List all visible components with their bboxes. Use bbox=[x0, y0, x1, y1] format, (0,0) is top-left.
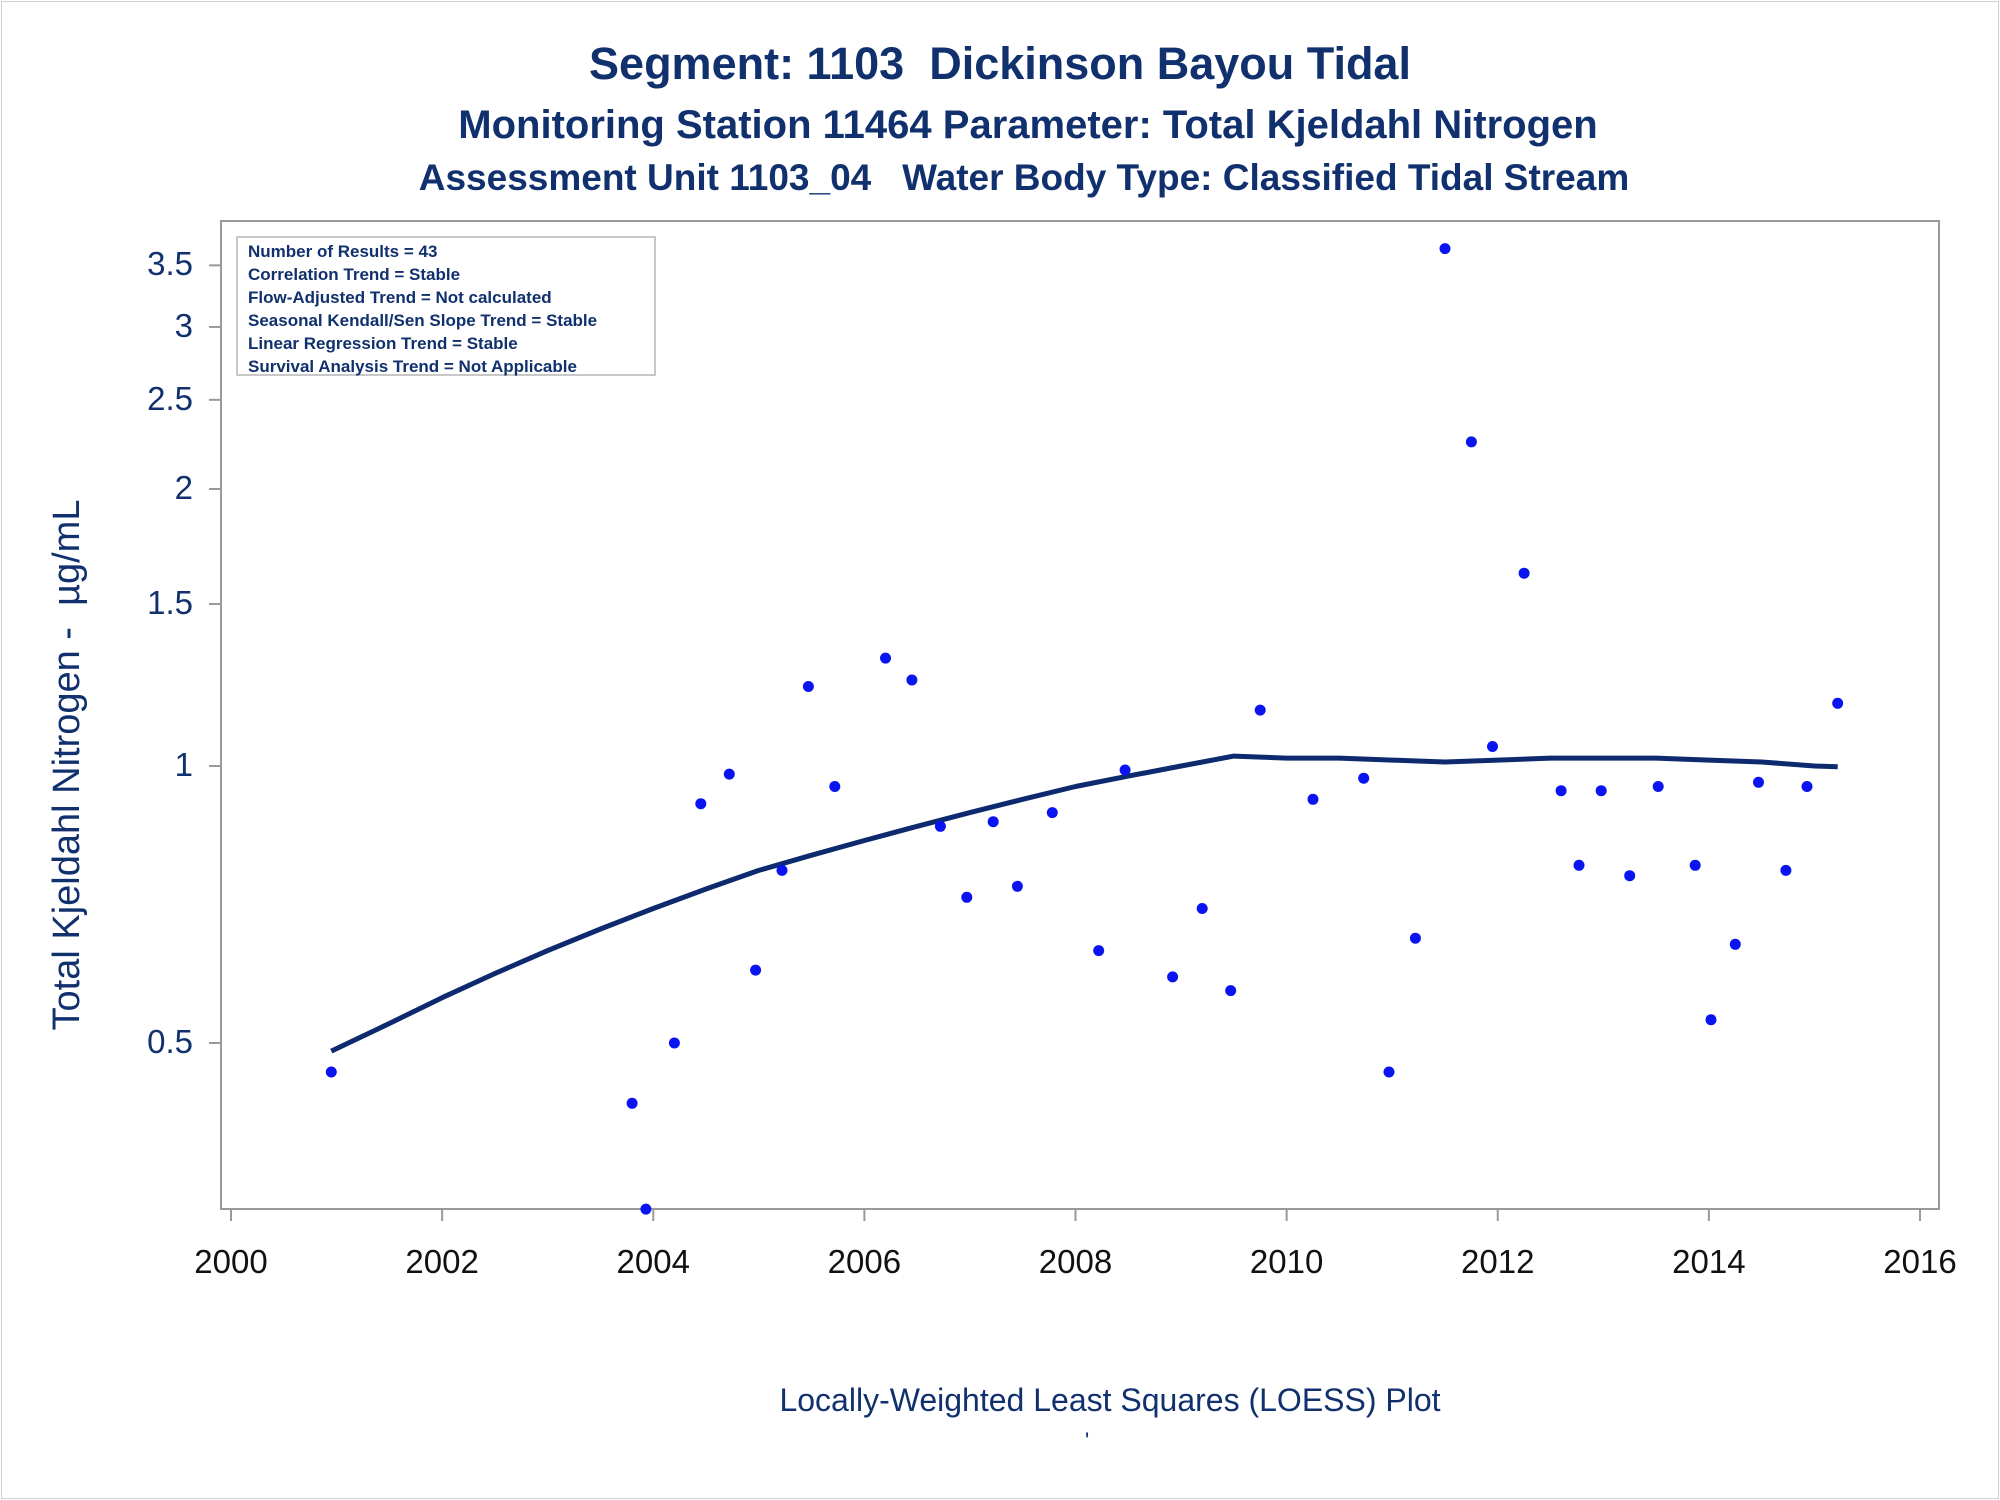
info-number-of-results: Number of Results = 43 bbox=[248, 242, 438, 261]
data-point bbox=[668, 1037, 680, 1049]
data-point bbox=[1573, 859, 1585, 871]
x-tick-label: 2002 bbox=[405, 1243, 479, 1280]
data-point bbox=[1801, 781, 1813, 792]
data-point bbox=[1254, 704, 1266, 716]
data-point bbox=[1705, 1014, 1717, 1026]
data-points bbox=[325, 243, 1844, 1215]
data-point bbox=[1409, 932, 1421, 944]
info-linear-regression-trend: Linear Regression Trend = Stable bbox=[248, 334, 518, 353]
data-point bbox=[1225, 985, 1237, 997]
y-tick-label: 2 bbox=[174, 469, 193, 506]
y-tick-label: 1.5 bbox=[147, 583, 193, 621]
data-point bbox=[1046, 807, 1058, 819]
data-point bbox=[1595, 785, 1607, 797]
data-point bbox=[1555, 785, 1567, 797]
x-tick-label: 2016 bbox=[1883, 1243, 1957, 1280]
x-tick-label: 2010 bbox=[1249, 1243, 1324, 1280]
data-point bbox=[1753, 776, 1764, 788]
data-point bbox=[1439, 243, 1451, 255]
y-tick-label: 3 bbox=[174, 306, 193, 344]
data-point bbox=[934, 820, 946, 832]
data-point bbox=[1487, 741, 1498, 752]
data-point bbox=[1196, 903, 1208, 914]
data-point bbox=[776, 864, 788, 876]
data-point bbox=[802, 681, 814, 692]
data-point bbox=[829, 781, 841, 792]
x-tick-label: 2008 bbox=[1038, 1243, 1113, 1280]
data-point bbox=[961, 891, 973, 903]
trend-info-box: Number of Results = 43 Correlation Trend… bbox=[236, 236, 656, 376]
data-point bbox=[1093, 945, 1105, 957]
data-point bbox=[695, 798, 707, 810]
chart-subtitle-assessment: Assessment Unit 1103_04 Water Body Type:… bbox=[418, 157, 1630, 198]
x-tick-label: 2006 bbox=[827, 1243, 902, 1280]
data-point bbox=[1307, 793, 1319, 805]
x-tick-label: 2000 bbox=[194, 1243, 268, 1280]
data-point bbox=[1518, 567, 1530, 579]
data-point bbox=[1167, 971, 1179, 983]
data-point bbox=[1780, 864, 1792, 876]
data-point bbox=[1465, 436, 1477, 448]
y-axis-label: Total Kjeldahl Nitrogen - µg/mL bbox=[46, 499, 88, 1031]
data-point bbox=[1011, 880, 1023, 892]
data-point bbox=[906, 674, 918, 686]
plot-caption: Locally-Weighted Least Squares (LOESS) P… bbox=[779, 1382, 1441, 1418]
y-tick-label: 3.5 bbox=[147, 245, 193, 283]
plot-area bbox=[220, 220, 1940, 1210]
x-axis-ticks bbox=[230, 1209, 1921, 1221]
y-tick-label: 1 bbox=[174, 746, 193, 783]
info-correlation-trend: Correlation Trend = Stable bbox=[248, 265, 461, 284]
loess-curve bbox=[330, 753, 1838, 1054]
data-point bbox=[1729, 938, 1741, 950]
info-seasonal-kendall-trend: Seasonal Kendall/Sen Slope Trend = Stabl… bbox=[248, 311, 598, 330]
x-tick-label: 2012 bbox=[1461, 1243, 1535, 1280]
data-point bbox=[723, 768, 735, 780]
data-point bbox=[1383, 1066, 1395, 1078]
data-point bbox=[325, 1066, 337, 1078]
data-point bbox=[626, 1097, 638, 1109]
data-point bbox=[987, 816, 999, 828]
data-point bbox=[640, 1203, 652, 1215]
data-point bbox=[1358, 772, 1370, 784]
data-point bbox=[1624, 870, 1636, 882]
data-point bbox=[1832, 697, 1844, 709]
data-point bbox=[750, 964, 762, 976]
data-point bbox=[1119, 764, 1131, 776]
info-survival-analysis-trend: Survival Analysis Trend = Not Applicable bbox=[248, 357, 577, 376]
footnote-mark: ' bbox=[1085, 1428, 1090, 1453]
y-tick-label: 0.5 bbox=[147, 1023, 193, 1060]
data-point bbox=[1689, 859, 1701, 871]
data-point bbox=[880, 652, 891, 664]
chart-title: Segment: 1103 Dickinson Bayou Tidal bbox=[589, 38, 1411, 89]
info-flow-adjusted-trend: Flow-Adjusted Trend = Not calculated bbox=[248, 288, 552, 307]
y-axis-ticks bbox=[209, 264, 221, 1044]
data-point bbox=[1652, 781, 1664, 792]
x-tick-label: 2004 bbox=[616, 1243, 690, 1280]
x-tick-label: 2014 bbox=[1672, 1243, 1746, 1280]
y-tick-label: 2.5 bbox=[147, 379, 193, 417]
chart-subtitle-station: Monitoring Station 11464 Parameter: Tota… bbox=[458, 103, 1598, 147]
